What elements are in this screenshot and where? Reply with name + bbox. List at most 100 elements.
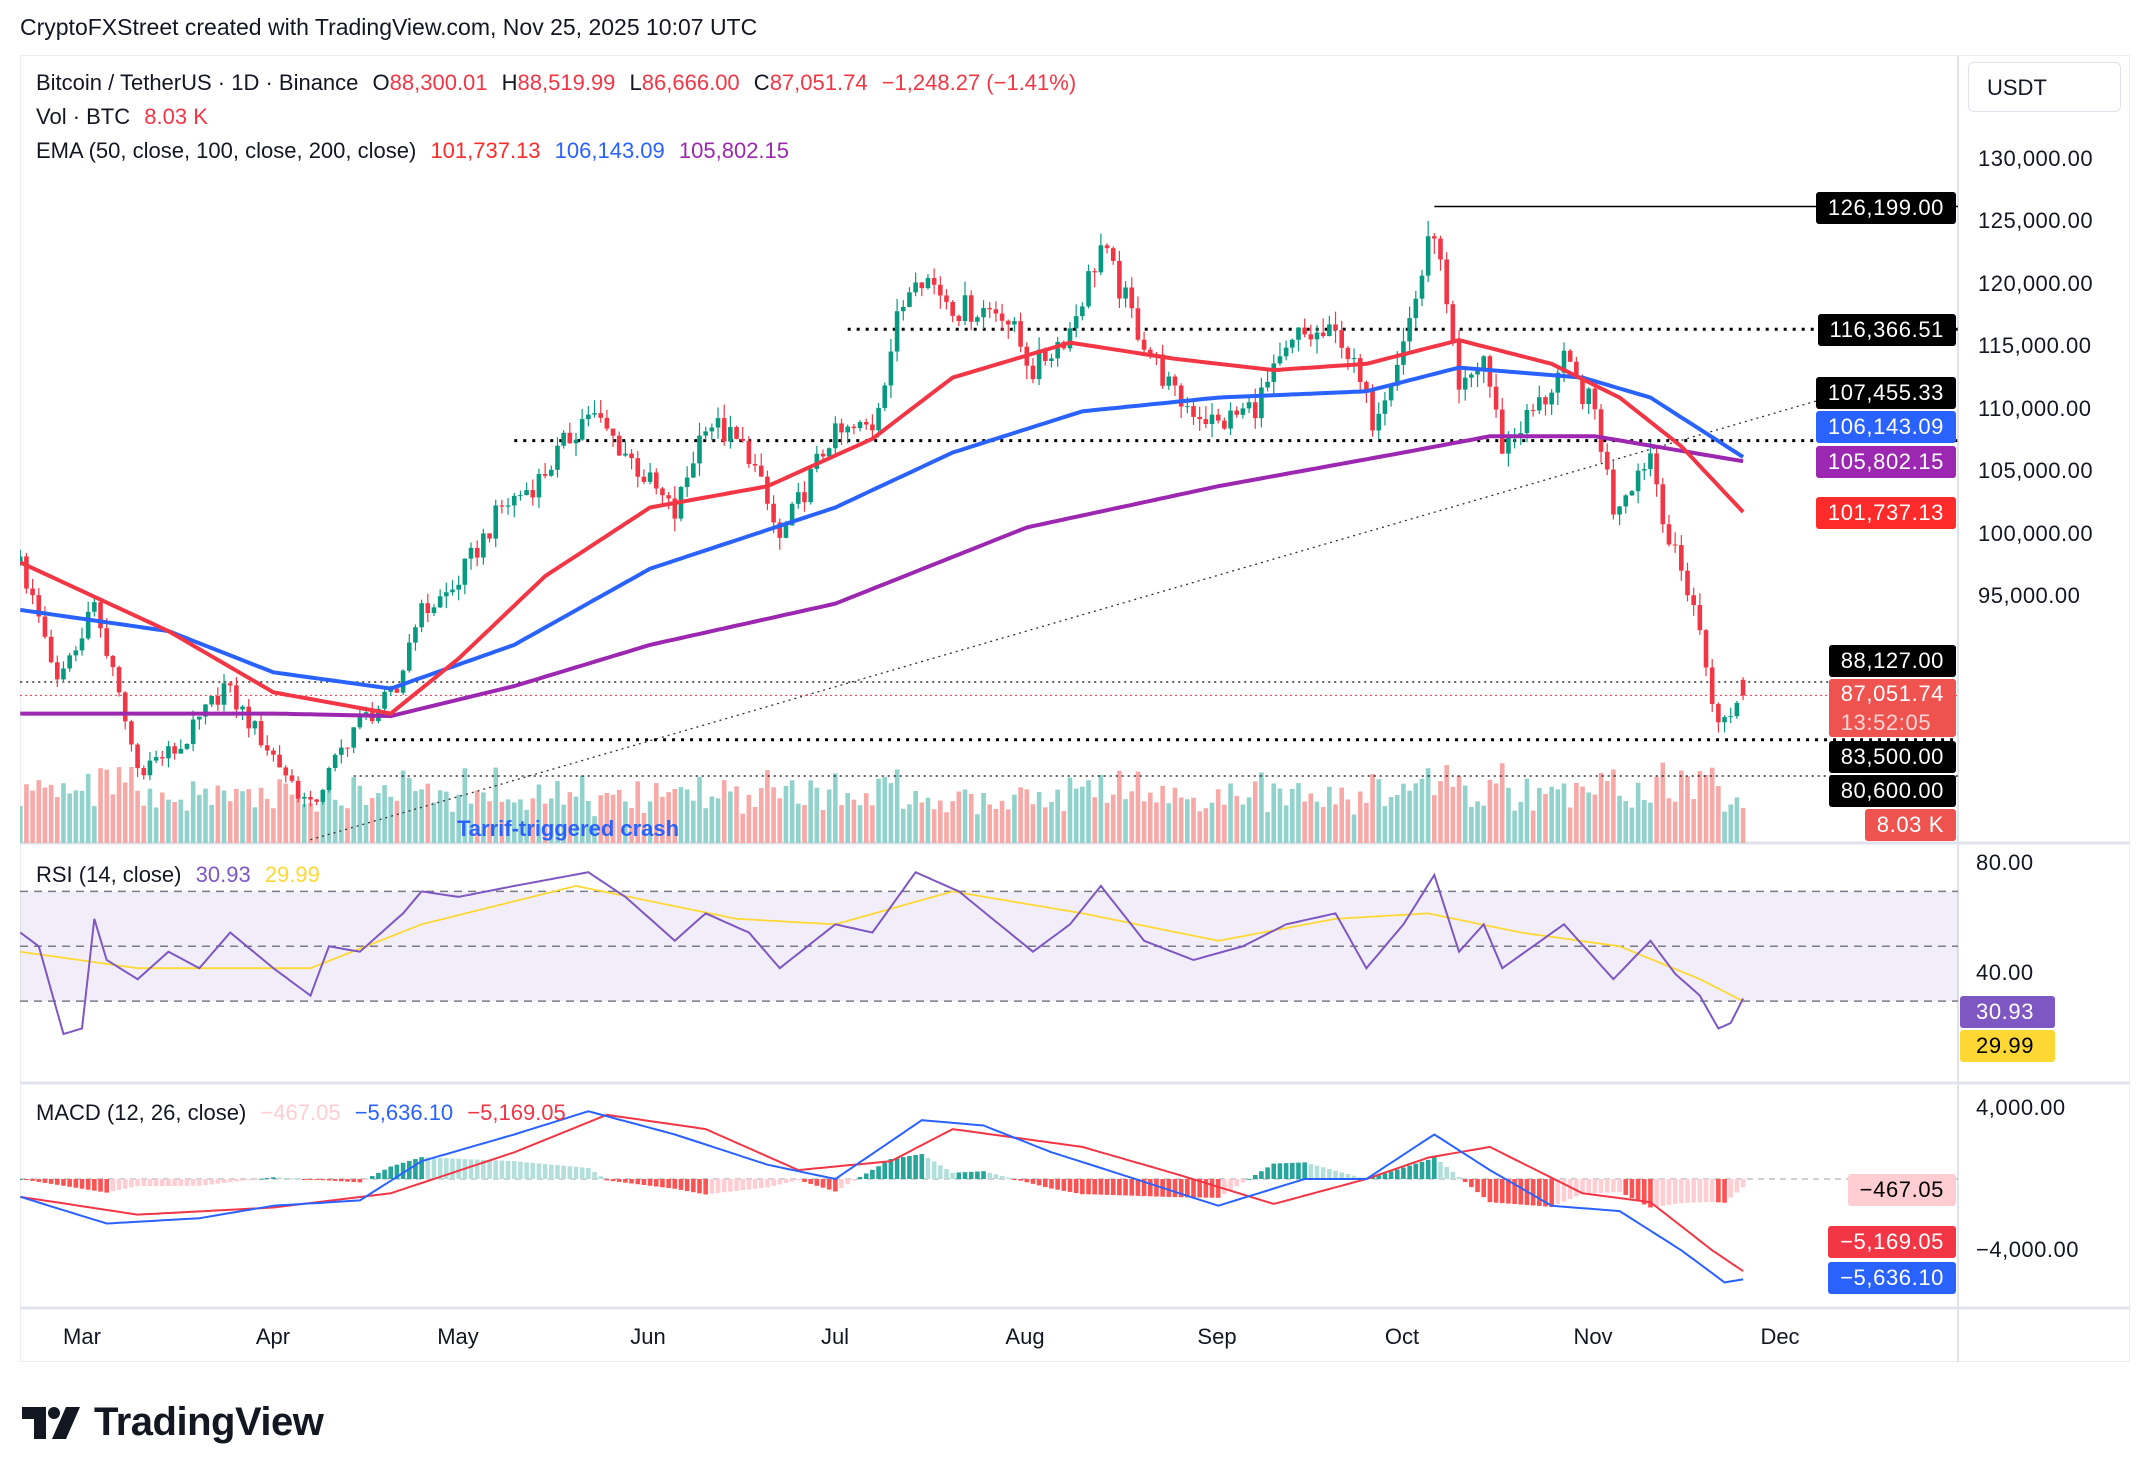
volume-bar — [1141, 801, 1147, 843]
macd-histogram-bar — [450, 1158, 455, 1179]
candle — [129, 721, 134, 745]
volume-bar — [42, 787, 48, 843]
tradingview-logo: TradingView — [22, 1400, 324, 1445]
candle — [610, 428, 616, 436]
macd-histogram-bar — [1407, 1165, 1412, 1179]
volume-bar — [1499, 763, 1505, 843]
price-tick: 110,000.00 — [1978, 396, 2092, 421]
volume-bar — [1728, 804, 1734, 843]
volume-bar — [1117, 770, 1122, 843]
volume-bar — [1512, 810, 1517, 843]
candle — [1611, 469, 1616, 515]
macd-histogram-bar — [505, 1160, 511, 1179]
rsi-label[interactable]: RSI (14, close) — [36, 862, 182, 887]
volume-bar — [1067, 777, 1073, 843]
volume-bar — [172, 801, 177, 843]
volume-bar — [987, 804, 993, 843]
candle — [592, 413, 597, 415]
volume-bar — [431, 802, 437, 843]
macd-histogram-bar — [579, 1167, 585, 1179]
volume-bar — [283, 783, 289, 843]
volume-bar — [931, 809, 937, 843]
candle — [178, 748, 184, 754]
macd-histogram-bar — [351, 1179, 356, 1183]
macd-histogram-bar — [808, 1179, 813, 1184]
candle — [1623, 495, 1629, 507]
macd-histogram-bar — [61, 1179, 66, 1186]
macd-histogram-bar — [1592, 1179, 1598, 1194]
symbol-title[interactable]: Bitcoin / TetherUS · 1D · Binance — [36, 70, 359, 95]
price-tick: 125,000.00 — [1978, 208, 2094, 233]
volume-bar — [1259, 772, 1264, 843]
candle — [1259, 387, 1264, 419]
candle — [73, 650, 79, 656]
macd-histogram-bar — [1351, 1175, 1357, 1179]
candle — [567, 432, 573, 444]
volume-bar — [252, 807, 258, 843]
volume-bar — [1166, 803, 1172, 843]
ema-label[interactable]: EMA (50, close, 100, close, 200, close) — [36, 138, 417, 163]
candle — [1413, 298, 1419, 319]
macd-histogram-bar — [882, 1162, 888, 1179]
candle — [406, 642, 412, 671]
candle — [481, 533, 486, 558]
candle — [1394, 364, 1400, 386]
month-label: May — [437, 1324, 479, 1349]
volume-bar — [24, 784, 29, 843]
volume-bar — [110, 794, 116, 843]
candle — [1086, 271, 1091, 307]
candle — [913, 282, 918, 293]
candle — [1012, 321, 1017, 325]
macd-histogram-bar — [197, 1179, 202, 1186]
candle — [1228, 410, 1233, 429]
macd-histogram-bar — [147, 1179, 153, 1187]
candle — [1234, 410, 1240, 415]
macd-histogram-bar — [1518, 1179, 1524, 1205]
macd-histogram-bar — [227, 1179, 233, 1183]
candle — [1357, 358, 1363, 383]
macd-histogram-bar — [660, 1179, 665, 1188]
candle — [357, 715, 363, 728]
candle — [1073, 316, 1079, 329]
candle — [1679, 545, 1684, 571]
macd-histogram-bar — [1425, 1159, 1431, 1179]
candle — [1685, 570, 1690, 596]
volume-bar — [221, 790, 227, 843]
candle — [1036, 349, 1042, 380]
macd-histogram-bar — [1283, 1163, 1289, 1179]
price-tick: 130,000.00 — [1978, 146, 2094, 171]
macd-histogram-bar — [1734, 1179, 1740, 1193]
macd-histogram-bar — [1073, 1179, 1079, 1194]
candle — [1043, 349, 1048, 362]
macd-histogram-bar — [110, 1179, 116, 1192]
macd-histogram-bar — [1722, 1179, 1727, 1203]
macd-histogram-bar — [1290, 1162, 1295, 1179]
volume-bar — [666, 792, 671, 843]
volume-label[interactable]: Vol · BTC — [36, 104, 131, 129]
candle — [672, 498, 678, 519]
volume-bar — [814, 787, 820, 843]
currency-button[interactable]: USDT — [1968, 62, 2121, 112]
candle — [1506, 436, 1511, 454]
volume-bar — [73, 790, 79, 843]
macd-label[interactable]: MACD (12, 26, close) — [36, 1100, 247, 1125]
macd-histogram-bar — [394, 1164, 400, 1179]
volume-bar — [536, 784, 542, 843]
volume-bar — [1444, 765, 1449, 843]
volume-bars — [20, 762, 1746, 843]
candle — [1141, 339, 1147, 350]
volume-bar — [1691, 799, 1696, 843]
volume-bar — [1487, 779, 1493, 843]
volume-bar — [1185, 799, 1190, 843]
candle — [944, 295, 949, 302]
candle — [728, 427, 733, 442]
candle — [975, 317, 980, 322]
candle — [487, 533, 492, 539]
price-tick: 105,000.00 — [1978, 458, 2094, 483]
volume-bar — [678, 787, 684, 843]
change-value: −1,248.27 (−1.41%) — [881, 70, 1077, 95]
macd-histogram-bar — [159, 1179, 165, 1186]
candle — [190, 719, 196, 745]
volume-bar — [1172, 787, 1178, 843]
